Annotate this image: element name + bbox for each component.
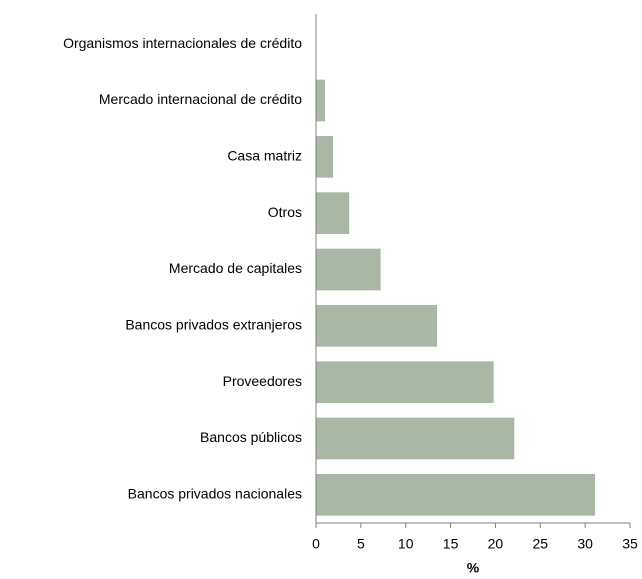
y-tick-label: Otros: [268, 204, 302, 220]
x-tick-label: 10: [398, 536, 414, 552]
bar: [316, 361, 494, 404]
x-tick-label: 15: [443, 536, 459, 552]
y-tick-label: Proveedores: [223, 373, 302, 389]
x-tick-label: 30: [577, 536, 593, 552]
y-tick-label: Casa matriz: [227, 148, 302, 164]
x-tick-label: 0: [312, 536, 320, 552]
bar: [316, 473, 596, 516]
bar: [316, 135, 334, 178]
bar: [316, 248, 381, 291]
y-tick-label: Bancos privados extranjeros: [125, 317, 302, 333]
x-tick-label: 20: [488, 536, 504, 552]
bar: [316, 192, 350, 235]
y-tick-label: Mercado internacional de crédito: [99, 91, 302, 107]
bar: [316, 79, 325, 122]
x-tick-label: 5: [357, 536, 365, 552]
x-tick-label: 25: [532, 536, 548, 552]
x-axis-label: %: [467, 560, 480, 576]
y-tick-label: Bancos privados nacionales: [128, 486, 302, 502]
y-tick-label: Bancos públicos: [200, 429, 302, 445]
x-tick-label: 35: [622, 536, 638, 552]
y-tick-label: Mercado de capitales: [169, 260, 302, 276]
bar: [316, 304, 438, 347]
bar: [316, 417, 515, 460]
y-tick-label: Organismos internacionales de crédito: [63, 35, 302, 51]
